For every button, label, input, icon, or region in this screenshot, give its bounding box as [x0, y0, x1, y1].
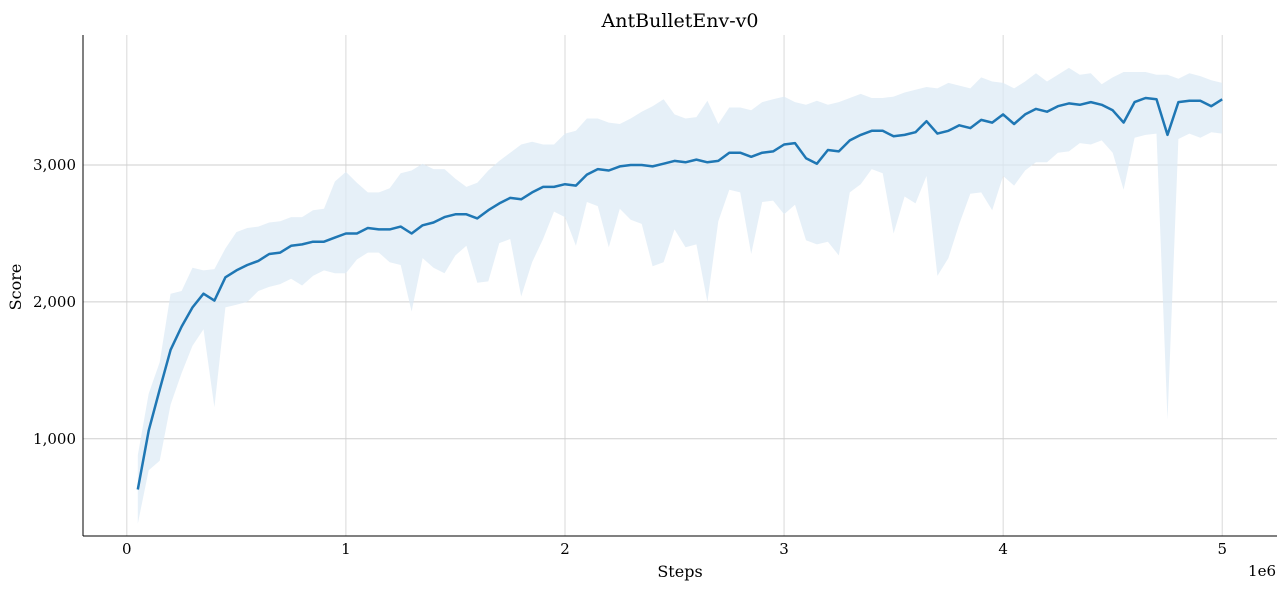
y-axis-label: Score — [6, 264, 25, 311]
x-tick-label: 2 — [560, 540, 570, 558]
score-mean-line — [136, 96, 1223, 490]
x-tick-label: 0 — [122, 540, 132, 558]
x-tick-label: 3 — [779, 540, 789, 558]
x-tick-label: 1 — [341, 540, 351, 558]
x-axis-offset-label: 1e6 — [1248, 562, 1276, 580]
x-axis-label: Steps — [657, 562, 702, 581]
score-confidence-band — [137, 67, 1223, 524]
tick-layer: 0 1 2 3 4 5 1,000 2,000 3,000 — [33, 156, 1227, 558]
y-tick-label: 3,000 — [33, 156, 76, 174]
y-tick-label: 2,000 — [33, 293, 76, 311]
x-tick-label: 5 — [1217, 540, 1227, 558]
x-tick-label: 4 — [998, 540, 1008, 558]
y-tick-label: 1,000 — [33, 430, 76, 448]
chart-title: AntBulletEnv-v0 — [601, 10, 759, 32]
